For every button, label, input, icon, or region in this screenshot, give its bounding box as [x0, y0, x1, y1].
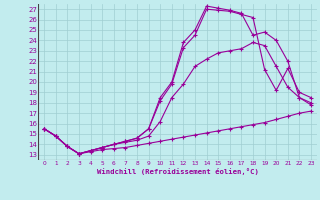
X-axis label: Windchill (Refroidissement éolien,°C): Windchill (Refroidissement éolien,°C): [97, 168, 259, 175]
